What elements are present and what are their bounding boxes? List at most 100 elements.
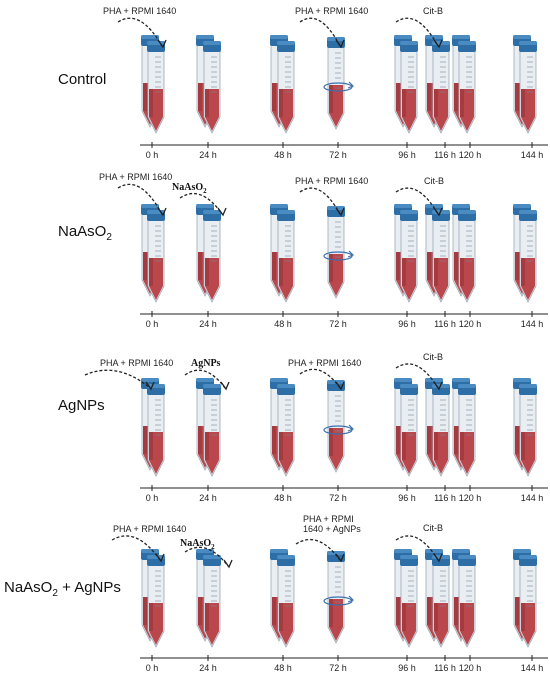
annotation: PHA + RPMI 1640 bbox=[84, 358, 173, 391]
time-label: 144 h bbox=[521, 150, 544, 160]
timeline-row: AgNPs 0 h 24 h 48 h 72 h 96 h 116 h 120 h 144 h P… bbox=[58, 352, 548, 503]
time-label: 144 h bbox=[521, 663, 544, 673]
centrifuge-tube-icon bbox=[277, 384, 295, 477]
time-label: 24 h bbox=[199, 150, 217, 160]
rotation-arrow-icon bbox=[323, 424, 355, 435]
time-label: 96 h bbox=[398, 663, 416, 673]
centrifuge-tube-icon bbox=[400, 210, 418, 303]
annotation-label: PHA + RPMI 1640 bbox=[103, 6, 176, 16]
annotation: NaAsO2 bbox=[172, 182, 227, 217]
centrifuge-tube-icon bbox=[458, 384, 476, 477]
dashed-curved-arrow-icon bbox=[179, 193, 227, 217]
centrifuge-tube-icon bbox=[327, 206, 345, 299]
centrifuge-tube-icon bbox=[327, 380, 345, 473]
centrifuge-tube-icon bbox=[147, 384, 165, 477]
annotation-label: NaAsO2 bbox=[172, 182, 207, 195]
centrifuge-tube-icon bbox=[203, 384, 221, 477]
annotation: PHA + RPMI 1640 bbox=[288, 358, 361, 391]
annotation: PHA + RPMI 1640 bbox=[99, 172, 172, 217]
dashed-curved-arrow-icon bbox=[184, 546, 233, 569]
time-label: 96 h bbox=[398, 150, 416, 160]
centrifuge-tube-icon bbox=[147, 210, 165, 303]
timeline-row: Control 0 h 24 h 48 h 72 h 96 h 116 h 120 h 144 … bbox=[58, 6, 548, 160]
time-label: 24 h bbox=[199, 493, 217, 503]
centrifuge-tube-icon bbox=[277, 210, 295, 303]
centrifuge-tube-icon bbox=[458, 210, 476, 303]
annotation: Cit-B bbox=[395, 523, 443, 563]
annotation-label: Cit-B bbox=[423, 523, 443, 533]
rotation-arrow-icon bbox=[323, 595, 355, 606]
centrifuge-tube-icon bbox=[432, 384, 450, 477]
dashed-curved-arrow-icon bbox=[299, 368, 345, 391]
time-label: 96 h bbox=[398, 493, 416, 503]
time-label: 48 h bbox=[274, 150, 292, 160]
time-label: 0 h bbox=[146, 319, 159, 329]
centrifuge-tube-icon bbox=[519, 555, 537, 648]
centrifuge-tube-icon bbox=[519, 210, 537, 303]
time-label: 48 h bbox=[274, 319, 292, 329]
time-label: 116 h bbox=[434, 150, 456, 160]
centrifuge-tube-icon bbox=[519, 384, 537, 477]
centrifuge-tube-icon bbox=[277, 41, 295, 134]
timeline-row: NaAsO2 + AgNPs 0 h 24 h 48 h 72 h 96 h 116 h 12… bbox=[4, 514, 548, 673]
time-label: 120 h bbox=[459, 493, 482, 503]
annotation: PHA + RPMI 1640 bbox=[111, 524, 186, 563]
time-label: 0 h bbox=[146, 150, 159, 160]
time-label: 24 h bbox=[199, 319, 217, 329]
time-label: 72 h bbox=[329, 493, 347, 503]
centrifuge-tube-icon bbox=[400, 41, 418, 134]
annotation-label: PHA + RPMI 1640 bbox=[113, 524, 186, 534]
time-label: 0 h bbox=[146, 663, 159, 673]
time-label: 72 h bbox=[329, 319, 347, 329]
annotation: PHA + RPMI 1640 bbox=[103, 6, 176, 49]
annotation: Cit-B bbox=[395, 352, 443, 391]
time-label: 48 h bbox=[274, 493, 292, 503]
time-label: 120 h bbox=[459, 663, 482, 673]
time-label: 72 h bbox=[329, 150, 347, 160]
centrifuge-tube-icon bbox=[327, 37, 345, 130]
time-label: 120 h bbox=[459, 150, 482, 160]
row-label: NaAsO2 bbox=[58, 223, 112, 243]
centrifuge-tube-icon bbox=[432, 210, 450, 303]
centrifuge-tube-icon bbox=[203, 41, 221, 134]
dashed-curved-arrow-icon bbox=[295, 539, 345, 563]
rotation-arrow-icon bbox=[323, 250, 355, 261]
annotation-label: Cit-B bbox=[423, 352, 443, 362]
time-label: 0 h bbox=[146, 493, 159, 503]
annotation-label: Cit-B bbox=[424, 176, 444, 186]
annotation: PHA + RPMI 1640 bbox=[295, 6, 368, 49]
dashed-curved-arrow-icon bbox=[299, 17, 345, 49]
centrifuge-tube-icon bbox=[147, 41, 165, 134]
dashed-curved-arrow-icon bbox=[117, 183, 167, 217]
row-label: Control bbox=[58, 71, 106, 88]
annotation-label: PHA + RPMI 1640 bbox=[295, 176, 368, 186]
annotation: AgNPs bbox=[184, 358, 230, 391]
time-label: 144 h bbox=[521, 319, 544, 329]
time-label: 116 h bbox=[434, 493, 456, 503]
annotation: Cit-B bbox=[395, 176, 444, 217]
time-label: 72 h bbox=[329, 663, 347, 673]
centrifuge-tube-icon bbox=[400, 384, 418, 477]
time-label: 116 h bbox=[434, 663, 456, 673]
centrifuge-tube-icon bbox=[432, 555, 450, 648]
centrifuge-tube-icon bbox=[277, 555, 295, 648]
rotation-arrow-icon bbox=[323, 81, 355, 92]
annotation-label: AgNPs bbox=[191, 358, 221, 369]
time-label: 116 h bbox=[434, 319, 456, 329]
dashed-curved-arrow-icon bbox=[395, 17, 443, 49]
annotation: Cit-B bbox=[395, 6, 443, 49]
annotation-label: Cit-B bbox=[423, 6, 443, 16]
centrifuge-tube-icon bbox=[400, 555, 418, 648]
centrifuge-tube-icon bbox=[458, 41, 476, 134]
centrifuge-tube-icon bbox=[147, 555, 165, 648]
dashed-curved-arrow-icon bbox=[111, 535, 165, 563]
dashed-curved-arrow-icon bbox=[117, 17, 167, 49]
centrifuge-tube-icon bbox=[458, 555, 476, 648]
annotation-label: PHA + RPMI 1640 bbox=[288, 358, 361, 368]
annotation-label: PHA + RPMI 1640 bbox=[99, 172, 172, 182]
centrifuge-tube-icon bbox=[519, 41, 537, 134]
row-label: NaAsO2 + AgNPs bbox=[4, 579, 121, 599]
